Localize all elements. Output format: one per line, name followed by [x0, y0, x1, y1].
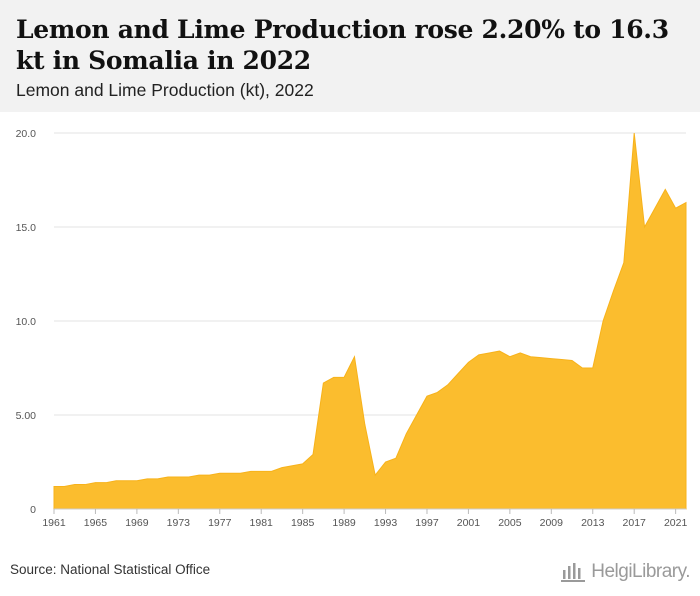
x-tick-label: 1969: [125, 517, 149, 529]
brand-logo: HelgiLibrary.: [560, 558, 690, 586]
area-series: [53, 132, 687, 510]
header-band: [0, 0, 700, 112]
library-building-icon: [561, 563, 586, 582]
chart-title: Lemon and Lime Production rose 2.20% to …: [16, 15, 669, 75]
x-tick-label: 2013: [581, 517, 605, 529]
source-note: Source: National Statistical Office: [10, 562, 211, 577]
x-tick-label: 2001: [457, 517, 481, 529]
brand-text: HelgiLibrary.: [591, 561, 690, 582]
x-tick-label: 1997: [415, 517, 439, 529]
y-tick-label: 5.00: [16, 410, 37, 422]
x-tick-label: 1961: [42, 517, 66, 529]
x-tick-label: 1973: [167, 517, 191, 529]
y-tick-label: 15.0: [16, 222, 37, 234]
x-tick-label: 2005: [498, 517, 522, 529]
y-tick-label: 10.0: [16, 316, 37, 328]
x-tick-label: 2021: [664, 517, 688, 529]
x-tick-label: 1977: [208, 517, 232, 529]
y-tick-label: 0: [30, 504, 36, 516]
y-tick-label: 20.0: [16, 128, 37, 140]
x-tick-label: 1965: [84, 517, 108, 529]
x-tick-label: 2017: [623, 517, 647, 529]
x-tick-label: 1989: [332, 517, 356, 529]
area-chart: 0 5.00 10.0 15.0 20.0 1961 1965 1969 1973 1977 198…: [16, 128, 688, 529]
x-tick-label: 1985: [291, 517, 315, 529]
chart-subtitle: Lemon and Lime Production (kt), 2022: [16, 80, 314, 100]
x-tick-label: 2009: [540, 517, 564, 529]
x-tick-label: 1981: [250, 517, 274, 529]
x-tick-label: 1993: [374, 517, 398, 529]
